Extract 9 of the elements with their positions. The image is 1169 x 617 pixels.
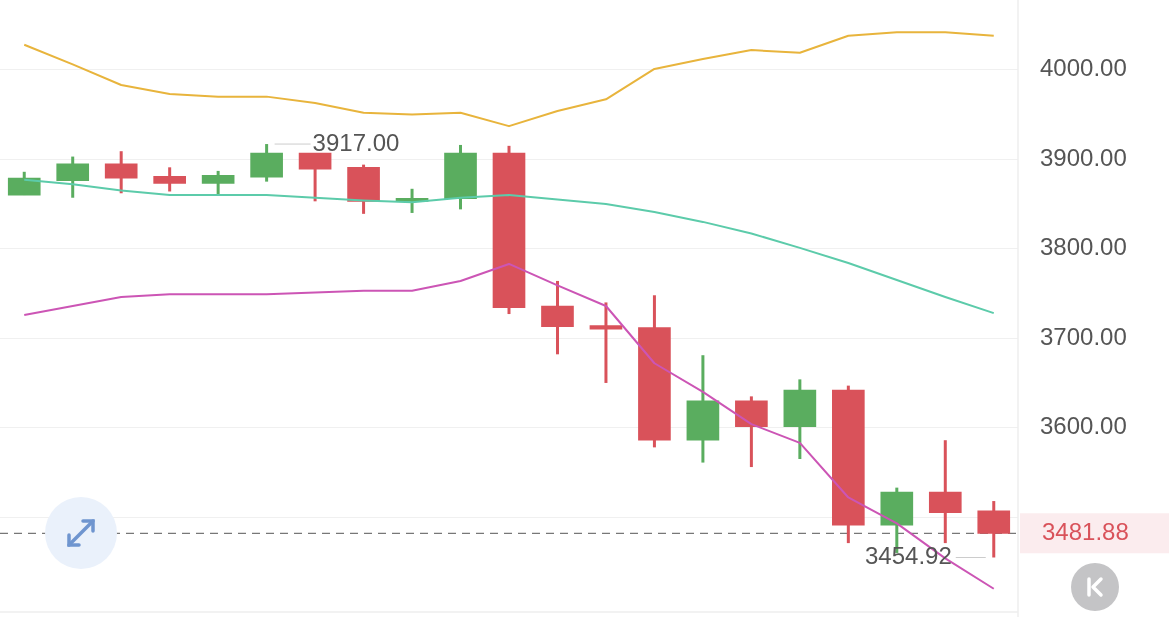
y-tick-label: 3700.00 <box>1040 322 1127 350</box>
candlestick <box>589 302 623 383</box>
y-tick-label: 3800.00 <box>1040 233 1127 261</box>
y-tick-label: 3900.00 <box>1040 143 1127 171</box>
y-tick-label: 3600.00 <box>1040 412 1127 440</box>
candlestick <box>153 167 186 192</box>
annotation: 3917.00 <box>312 128 400 156</box>
ref-line-label: 3481.88 <box>1042 518 1129 545</box>
y-tick-label: 4000.00 <box>1040 54 1127 82</box>
